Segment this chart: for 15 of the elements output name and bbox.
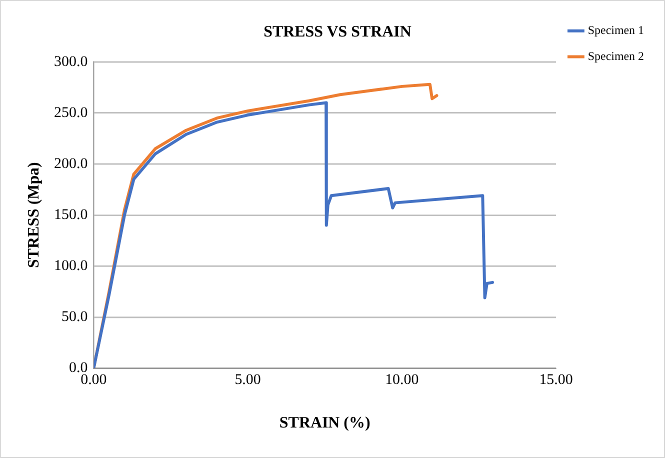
x-tick-label: 0.00	[80, 372, 107, 388]
x-tick-label: 10.00	[385, 372, 419, 388]
y-tick-label: 150.0	[54, 206, 88, 223]
legend-label: Specimen 1	[588, 23, 644, 38]
y-axis-title: STRESS (Mpa)	[26, 162, 43, 268]
x-tick-label: 15.00	[539, 372, 573, 388]
x-tick-label: 5.00	[234, 372, 261, 388]
chart-title: STRESS VS STRAIN	[264, 24, 412, 41]
y-tick-label: 300.0	[54, 54, 88, 70]
y-tick-label: 100.0	[54, 258, 88, 274]
y-tick-label: 200.0	[54, 156, 88, 172]
x-axis-title: STRAIN (%)	[279, 414, 370, 432]
legend-label: Specimen 2	[588, 48, 644, 63]
y-tick-label: 250.0	[54, 104, 88, 121]
y-tick-label: 50.0	[62, 309, 88, 326]
